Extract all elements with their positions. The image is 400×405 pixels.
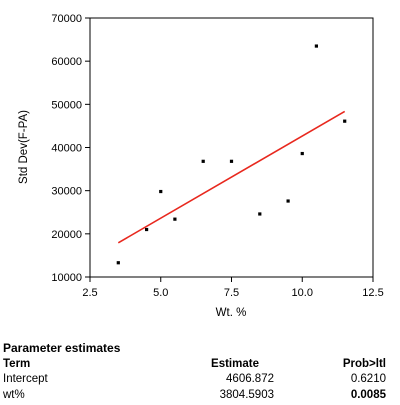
plot-area <box>89 17 374 278</box>
data-point <box>229 159 234 163</box>
data-point <box>159 189 163 194</box>
header-term: Term <box>3 358 31 370</box>
x-tick-label: 5.0 <box>153 287 168 299</box>
data-point <box>201 159 205 163</box>
scatter-chart: 10000 20000 30000 40000 50000 60000 70000 2.5 5… <box>18 13 384 319</box>
plot-frame <box>89 17 374 278</box>
y-tick-label: 70000 <box>51 13 82 25</box>
data-point <box>258 212 262 216</box>
y-tick-label: 30000 <box>51 186 82 198</box>
x-axis: 2.5 5.0 7.5 10.0 12.5 <box>82 277 384 299</box>
data-point <box>314 44 318 48</box>
fit-line-layer <box>117 110 346 244</box>
data-point <box>116 261 120 265</box>
x-tick-label: 12.5 <box>362 287 383 299</box>
regression-fit-line <box>117 110 346 244</box>
data-point <box>300 151 304 156</box>
x-tick-label: 2.5 <box>82 287 97 299</box>
row-intercept-estimate: 4606.872 <box>226 373 274 385</box>
row-intercept-term: Intercept <box>3 373 48 385</box>
y-axis-title: Std Dev(F-PA) <box>18 110 30 184</box>
y-tick-label: 50000 <box>51 99 82 111</box>
y-axis: 10000 20000 30000 40000 50000 60000 70000 <box>51 13 90 284</box>
y-tick-label: 10000 <box>51 272 82 284</box>
data-point <box>286 199 290 203</box>
y-tick-label: 20000 <box>51 229 82 241</box>
x-tick-label: 7.5 <box>224 287 239 299</box>
parameter-estimates-title: Parameter estimates <box>3 341 121 355</box>
points-layer <box>116 44 347 265</box>
header-prob: Prob>ltl <box>342 358 386 370</box>
row-wt-estimate: 3804.5903 <box>219 389 274 401</box>
data-point <box>145 227 149 232</box>
data-point <box>173 217 177 221</box>
x-axis-title: Wt. % <box>216 307 247 319</box>
header-estimate: Estimate <box>211 358 259 370</box>
data-point <box>343 119 347 123</box>
y-tick-label: 40000 <box>51 143 82 155</box>
row-wt-term: wt% <box>3 389 25 401</box>
x-tick-label: 10.0 <box>292 287 313 299</box>
row-intercept-prob: 0.6210 <box>350 373 386 385</box>
y-tick-label: 60000 <box>51 56 82 68</box>
row-wt-prob: 0.0085 <box>350 389 386 401</box>
